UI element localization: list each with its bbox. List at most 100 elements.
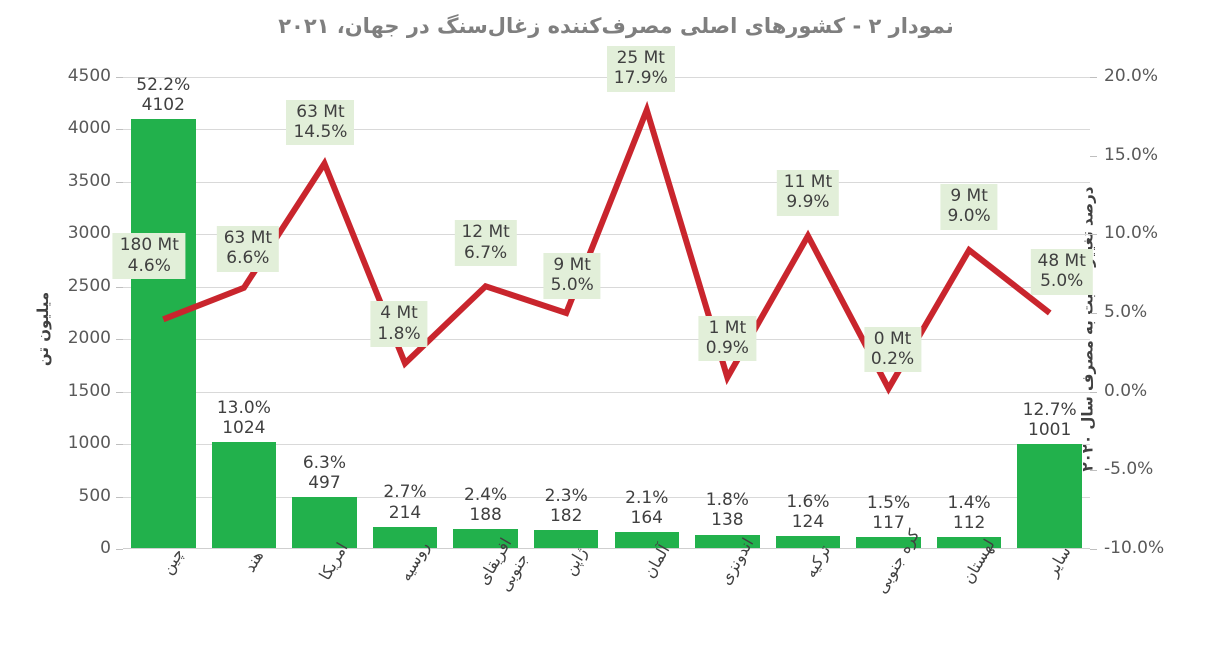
callout-delta-pct: 4.6% xyxy=(127,255,171,276)
category-axis-labels: چین هند امریکا روسیه افریقای جنوبی ژاپن آلمان ا… xyxy=(123,526,1090,651)
bar-value-label: 188 xyxy=(469,505,502,526)
callout-delta-mt: 9 Mt xyxy=(553,255,591,275)
tick-mark xyxy=(116,129,123,131)
callout-delta-pct: 6.6% xyxy=(226,248,270,269)
line-callout: 25 Mt 17.9% xyxy=(606,46,675,92)
bar-value-label: 138 xyxy=(711,510,744,531)
chart-title: نمودار ۲ - کشورهای اصلی مصرف‌کننده زغال‌… xyxy=(278,14,954,38)
tick-mark xyxy=(116,444,123,446)
bar-share-label: 2.1% xyxy=(625,487,669,508)
bar-share-label: 2.7% xyxy=(383,482,427,503)
bar[interactable] xyxy=(292,496,357,549)
line-callout: 12 Mt 6.7% xyxy=(454,220,517,267)
bar-data-label: 13.0% 1024 xyxy=(217,398,271,438)
bar-value-label: 117 xyxy=(872,512,905,533)
bar-slot: 52.2% 4102 xyxy=(123,74,204,549)
callout-delta-pct: 1.8% xyxy=(377,323,421,344)
bar[interactable] xyxy=(453,529,518,549)
callout-delta-mt: 63 Mt xyxy=(223,227,273,248)
callout-delta-mt: 25 Mt xyxy=(616,48,665,69)
tick-mark xyxy=(116,286,123,288)
bar[interactable] xyxy=(695,534,760,549)
line-callout: 11 Mt 9.9% xyxy=(776,169,840,216)
tick-mark xyxy=(1090,155,1097,157)
bar-value-label: 497 xyxy=(308,472,341,493)
bar-share-label: 6.3% xyxy=(302,452,347,473)
bar-data-label: 2.3% 182 xyxy=(545,486,588,526)
bar-value-label: 214 xyxy=(388,502,422,523)
bar[interactable] xyxy=(131,118,196,549)
bar-data-label: 2.4% 188 xyxy=(464,485,507,525)
bar-share-label: 2.3% xyxy=(544,485,588,506)
right-axis-tick-label: 10.0% xyxy=(1104,223,1159,244)
bar[interactable] xyxy=(936,537,1002,549)
bar-share-label: 1.8% xyxy=(705,490,749,511)
left-axis-tick-label: 4000 xyxy=(67,118,111,139)
bar-value-label: 182 xyxy=(549,505,583,526)
left-axis-tick-label: 0 xyxy=(100,538,111,558)
tick-mark xyxy=(116,77,123,78)
bar-data-label: 2.7% 214 xyxy=(383,482,426,522)
callout-delta-pct: 17.9% xyxy=(613,68,668,89)
left-axis-tick-label: 3500 xyxy=(67,170,111,191)
gridline xyxy=(123,444,1090,446)
bar-data-label: 1.8% 138 xyxy=(706,490,749,530)
line-callout: 180 Mt 4.6% xyxy=(112,233,186,280)
callout-delta-pct: 0.2% xyxy=(870,348,915,369)
bar-share-label: 2.4% xyxy=(464,485,508,506)
bar-slot: 2.7% 214 xyxy=(365,77,446,549)
plot-area: 0 500 1000 1500 2000 2500 3000 3500 4000 4500 -10… xyxy=(68,46,1164,558)
bar-value-label: 112 xyxy=(952,513,986,534)
tick-mark xyxy=(1090,549,1097,550)
bar[interactable] xyxy=(533,529,599,549)
bar-slot: 6.3% 497 xyxy=(284,77,365,549)
bar-slot: 1.4% 112 xyxy=(929,77,1010,549)
right-axis-tick-label: 0.0% xyxy=(1104,380,1148,401)
callout-delta-mt: 180 Mt xyxy=(119,235,179,256)
tick-mark xyxy=(116,339,123,341)
gridline xyxy=(123,77,1090,78)
bar-share-label: 12.7% xyxy=(1022,399,1077,420)
tick-mark xyxy=(1090,77,1097,78)
bar-slot: 13.0% 1024 xyxy=(204,77,285,549)
bar[interactable] xyxy=(1017,444,1082,549)
line-callout: 48 Mt 5.0% xyxy=(1030,249,1093,295)
bar-data-label: 12.7% 1001 xyxy=(1023,400,1077,440)
line-callout: 1 Mt 0.9% xyxy=(698,315,756,362)
tick-mark xyxy=(1090,470,1097,472)
bar-share-label: 1.5% xyxy=(866,492,911,513)
bar[interactable] xyxy=(372,526,438,549)
bar-share-label: 1.4% xyxy=(947,493,991,514)
callout-delta-pct: 14.5% xyxy=(293,121,348,142)
line-callout: 9 Mt 5.0% xyxy=(543,253,601,299)
tick-mark xyxy=(116,496,123,498)
bar-data-label: 6.3% 497 xyxy=(303,453,346,493)
bar-share-label: 1.6% xyxy=(786,491,830,512)
left-axis-tick-label: 1500 xyxy=(67,380,111,401)
line-callout: 4 Mt 1.8% xyxy=(370,301,428,348)
bar-value-label: 164 xyxy=(630,507,664,528)
callout-delta-pct: 9.0% xyxy=(947,206,991,227)
bar[interactable] xyxy=(775,536,841,549)
bar-slot: 1.8% 138 xyxy=(687,77,768,549)
callout-delta-pct: 6.7% xyxy=(464,242,508,263)
bar[interactable] xyxy=(614,531,679,549)
right-axis-tick-label: 20.0% xyxy=(1104,66,1159,86)
left-axis-tick-label: 2500 xyxy=(67,275,111,296)
callout-delta-pct: 5.0% xyxy=(1040,271,1084,292)
bar[interactable] xyxy=(856,536,921,549)
tick-mark xyxy=(1090,313,1097,314)
bar-share-label: 52.2% xyxy=(136,74,191,95)
left-axis-tick-label: 3000 xyxy=(67,223,111,244)
bar-data-label: 1.6% 124 xyxy=(786,492,829,532)
tick-mark xyxy=(1090,234,1097,236)
left-axis-title: میلیون تن xyxy=(34,291,53,366)
line-callout: 0 Mt 0.2% xyxy=(863,326,922,373)
callout-delta-mt: 1 Mt xyxy=(708,317,747,338)
bar[interactable] xyxy=(211,441,277,549)
callout-delta-mt: 12 Mt xyxy=(461,222,510,243)
gridline xyxy=(123,496,1090,498)
right-axis-tick-label: 5.0% xyxy=(1104,302,1148,322)
bar-value-label: 1001 xyxy=(1028,419,1072,440)
bar-value-label: 4102 xyxy=(141,94,185,115)
